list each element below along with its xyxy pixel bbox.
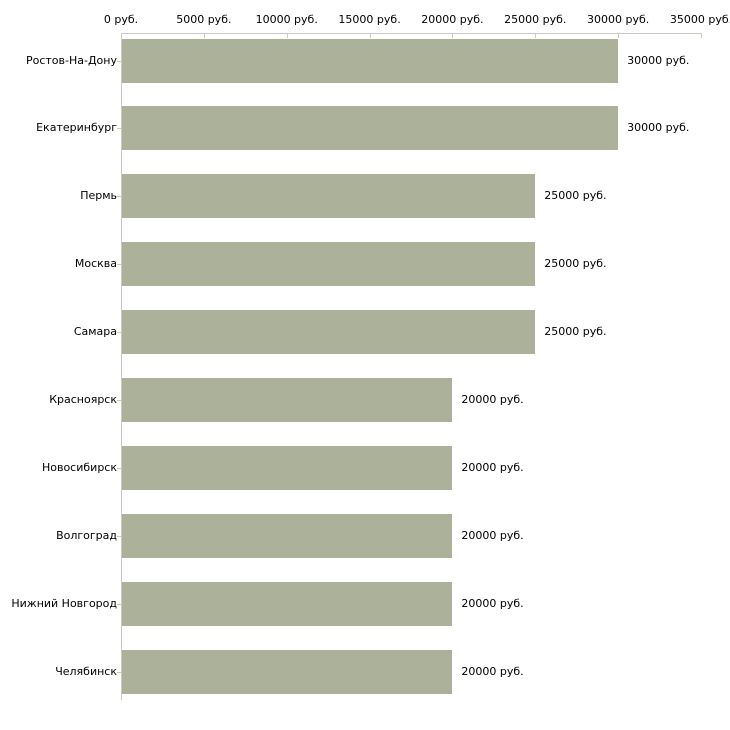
category-label: Пермь: [80, 189, 117, 203]
bar: [122, 581, 453, 626]
bar: [122, 310, 536, 355]
y-axis-tick: [117, 332, 122, 334]
bar: [122, 649, 453, 694]
y-axis-tick: [117, 60, 122, 62]
y-axis-tick: [117, 671, 122, 673]
x-axis-tick: [618, 34, 620, 38]
y-axis-tick: [117, 196, 122, 198]
category-label: Самара: [73, 325, 117, 339]
y-axis-tick: [117, 128, 122, 130]
x-tick-label: 35000 руб.: [669, 13, 730, 26]
value-label: 20000 руб.: [461, 460, 524, 474]
y-axis-tick: [117, 264, 122, 266]
value-label: 25000 руб.: [544, 325, 607, 339]
x-axis-line: [121, 33, 702, 34]
bar: [122, 445, 453, 490]
bar: [122, 174, 536, 219]
category-label: Москва: [74, 257, 117, 271]
x-tick-label: 20000 руб.: [421, 13, 484, 26]
x-tick-label: 15000 руб.: [338, 13, 401, 26]
category-label: Новосибирск: [41, 460, 117, 474]
value-label: 20000 руб.: [461, 393, 524, 406]
x-axis-tick: [701, 34, 702, 38]
value-label: 25000 руб.: [544, 189, 607, 203]
x-tick-label: 25000 руб.: [504, 13, 567, 26]
x-axis-tick: [369, 34, 371, 38]
bar: [122, 513, 453, 558]
category-label: Красноярск: [49, 393, 117, 406]
category-label: Ростов-На-Дону: [25, 53, 117, 67]
value-label: 20000 руб.: [461, 528, 524, 542]
category-label: Челябинск: [55, 664, 117, 678]
x-axis-tick: [535, 34, 537, 38]
value-label: 30000 руб.: [627, 121, 690, 135]
y-axis-tick: [117, 603, 122, 605]
value-label: 20000 руб.: [461, 664, 524, 678]
y-axis-line: [121, 33, 122, 700]
x-axis-tick: [452, 34, 454, 38]
value-label: 25000 руб.: [544, 257, 607, 271]
x-axis-tick: [121, 34, 122, 38]
category-label: Нижний Новгород: [11, 596, 117, 610]
value-label: 20000 руб.: [461, 596, 524, 610]
y-axis-tick: [117, 467, 122, 469]
x-tick-label: 0 руб.: [103, 13, 139, 26]
x-axis-tick: [203, 34, 205, 38]
y-axis-tick: [117, 535, 122, 537]
x-tick-label: 30000 руб.: [587, 13, 650, 26]
bar: [122, 242, 536, 287]
x-tick-label: 10000 руб.: [255, 13, 318, 26]
x-axis-tick: [286, 34, 288, 38]
bar: [122, 38, 619, 83]
category-label: Волгоград: [56, 528, 117, 542]
category-label: Екатеринбург: [36, 121, 117, 135]
y-axis-tick: [117, 400, 122, 401]
bar: [122, 378, 453, 422]
x-tick-label: 5000 руб.: [176, 13, 232, 26]
bar: [122, 106, 619, 151]
value-label: 30000 руб.: [627, 53, 690, 67]
